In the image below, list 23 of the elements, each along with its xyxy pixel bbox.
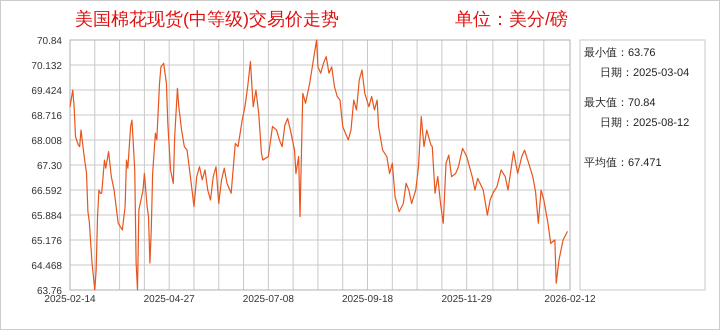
text: 最大值：70.84 <box>584 96 656 109</box>
x-tick-label: 2025-09-18 <box>342 294 394 305</box>
y-tick-label: 65.884 <box>31 211 62 222</box>
x-tick-label: 2025-02-14 <box>44 294 96 305</box>
y-tick-label: 69.424 <box>31 86 62 97</box>
y-tick-label: 70.132 <box>31 61 62 72</box>
chart-title: 美国棉花现货(中等级)交易价走势 <box>75 9 339 29</box>
y-tick-label: 68.716 <box>31 111 62 122</box>
y-tick-label: 64.468 <box>31 261 62 272</box>
x-tick-label: 2025-04-27 <box>144 294 196 305</box>
text: 平均值：67.471 <box>584 157 662 169</box>
text: 日期：2025-03-04 <box>600 67 690 79</box>
y-tick-label: 65.176 <box>31 236 62 247</box>
chart-subtitle: 单位：美分/磅 <box>455 9 568 29</box>
y-tick-label: 66.592 <box>31 186 62 197</box>
text: 日期：2025-08-12 <box>600 117 690 129</box>
y-tick-label: 68.008 <box>31 136 62 147</box>
x-tick-label: 2025-07-08 <box>242 294 294 305</box>
y-tick-label: 67.30 <box>36 161 62 172</box>
y-tick-label: 70.84 <box>36 36 62 47</box>
x-tick-label: 2025-11-29 <box>441 294 492 305</box>
x-tick-label: 2026-02-12 <box>544 294 596 305</box>
text: 最小值：63.76 <box>584 46 656 59</box>
